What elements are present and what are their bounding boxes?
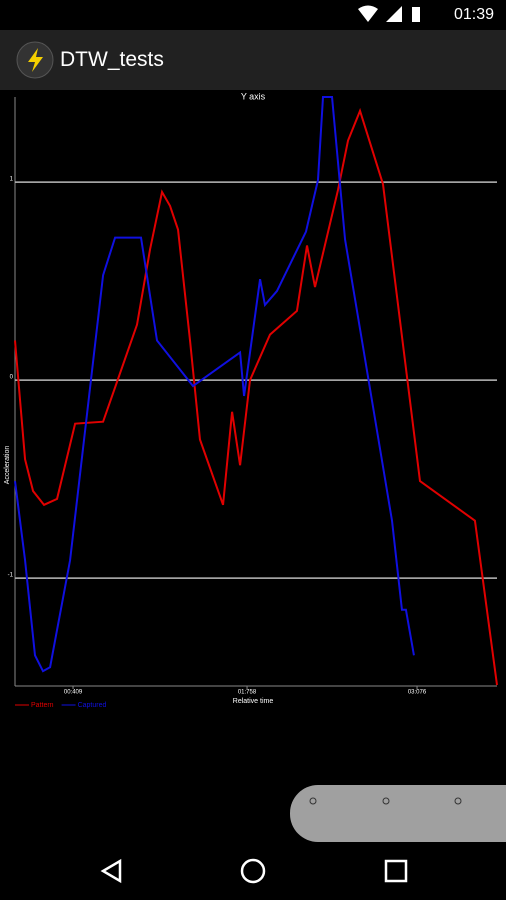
- x-tick-label: 03:076: [408, 690, 427, 696]
- nav-bar: [100, 858, 408, 884]
- x-tick-label: 01:758: [238, 690, 257, 696]
- y-axis-label: Acceleration: [4, 446, 11, 485]
- zoom-reset[interactable]: [382, 797, 390, 805]
- back-button[interactable]: [100, 858, 122, 884]
- zoom-in[interactable]: [454, 797, 462, 805]
- app-title: DTW_tests: [60, 48, 164, 71]
- chart-title: Y axis: [241, 91, 266, 101]
- y-tick-label: 1: [10, 177, 14, 183]
- zoom-controls: [290, 785, 506, 842]
- y-tick-label: 0: [10, 375, 14, 381]
- series-line: [14, 96, 415, 673]
- series-line: [14, 107, 498, 686]
- app-bar: DTW_tests: [0, 30, 506, 90]
- legend-label: Captured: [78, 702, 107, 709]
- x-axis-label: Relative time: [233, 698, 274, 705]
- legend-label: Pattern: [31, 702, 54, 709]
- x-tick-label: 00:409: [64, 690, 83, 696]
- status-icons: [358, 5, 420, 22]
- recents-button[interactable]: [384, 859, 408, 883]
- status-bar: 01:39: [0, 0, 506, 30]
- home-button[interactable]: [240, 858, 266, 884]
- zoom-icons: [309, 797, 462, 805]
- clock: 01:39: [453, 6, 494, 23]
- y-tick-label: -1: [8, 573, 14, 579]
- zoom-out[interactable]: [309, 797, 317, 805]
- app-icon: [16, 41, 54, 79]
